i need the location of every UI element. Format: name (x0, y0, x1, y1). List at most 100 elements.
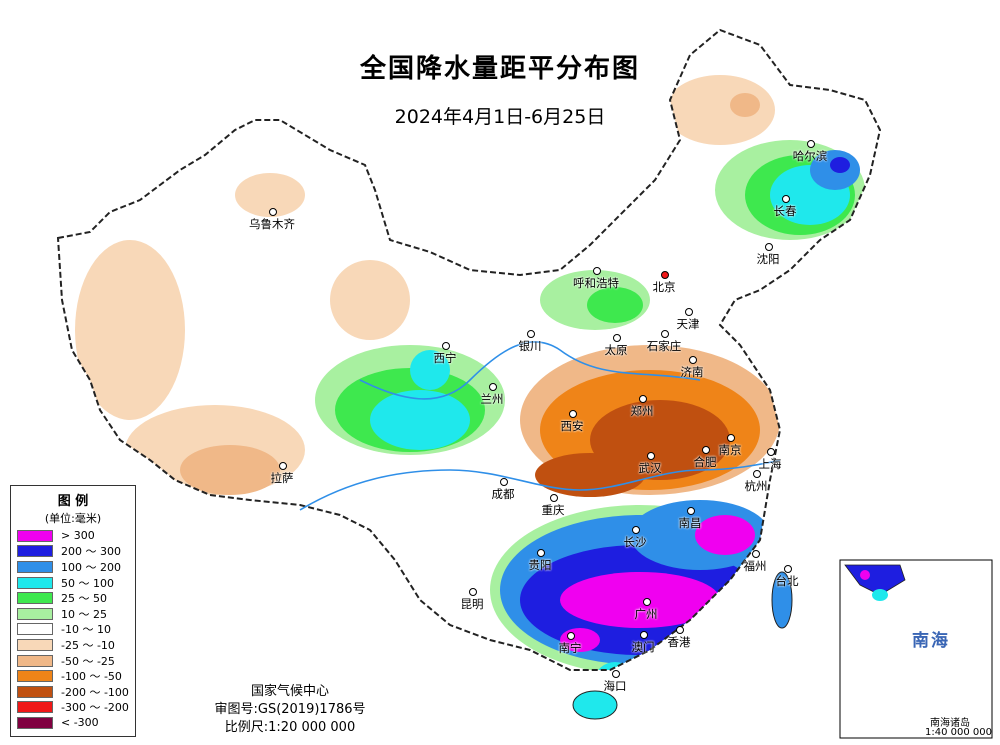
city-label: 银川 (518, 339, 542, 353)
city-marker-icon (752, 550, 760, 558)
national-border (56, 28, 882, 671)
legend-item: -100 ～ -50 (11, 668, 135, 684)
yellow-river (359, 341, 701, 400)
legend-item: 200 ～ 300 (11, 544, 135, 560)
legend-swatch (17, 654, 53, 667)
city-label: 西安 (560, 419, 584, 433)
map-title: 全国降水量距平分布图 (359, 54, 640, 84)
city-marker-icon (807, 140, 815, 148)
city-marker-icon (661, 330, 669, 338)
city-marker-icon (537, 549, 545, 557)
city-label: 合肥 (693, 455, 717, 469)
city-label: 南宁 (558, 641, 582, 655)
city-label: 长春 (773, 204, 797, 218)
city-label: 重庆 (541, 503, 565, 517)
city-marker-icon (727, 434, 735, 442)
city-marker-icon (593, 267, 601, 275)
city-label: 香港 (667, 635, 691, 649)
city-label: 贵阳 (528, 558, 552, 572)
legend-swatch (17, 623, 53, 636)
city-label: 石家庄 (646, 339, 682, 353)
inset-islands (844, 564, 906, 601)
city-marker-icon (661, 271, 669, 279)
legend-label: -100 ～ -50 (61, 670, 122, 684)
city-marker-icon (489, 383, 497, 391)
legend-item: > 300 (11, 528, 135, 544)
city-label: 长沙 (623, 535, 647, 549)
city-marker-icon (676, 626, 684, 634)
city-marker-icon (613, 334, 621, 342)
city-marker-icon (632, 526, 640, 534)
city-label: 海口 (603, 679, 627, 693)
legend-swatch (17, 529, 53, 542)
agency-credit: 国家气候中心 (250, 684, 329, 699)
inset-scale: 1:40 000 000 (925, 727, 992, 738)
city-label: 上海 (758, 457, 782, 471)
taiwan-island (771, 571, 793, 629)
city-label: 郑州 (630, 404, 654, 418)
city-marker-icon (279, 462, 287, 470)
city-marker-icon (702, 446, 710, 454)
legend-label: 25 ～ 50 (61, 592, 107, 606)
city-label: 广州 (634, 607, 658, 621)
legend-label: 50 ～ 100 (61, 576, 114, 590)
city-marker-icon (442, 342, 450, 350)
city-marker-icon (550, 494, 558, 502)
city-marker-icon (643, 598, 651, 606)
legend-swatch (17, 670, 53, 683)
legend-label: -200 ～ -100 (61, 685, 129, 699)
city-label: 南昌 (678, 516, 702, 530)
city-label: 西宁 (433, 351, 457, 365)
city-label: 兰州 (480, 392, 504, 406)
legend-label: < -300 (61, 716, 99, 730)
legend-title: 图 例 (57, 494, 89, 509)
city-label: 台北 (775, 574, 799, 588)
map-approval-number: 审图号:GS(2019)1786号 (214, 702, 366, 717)
city-label: 乌鲁木齐 (249, 217, 295, 231)
legend-label: -50 ～ -25 (61, 654, 115, 668)
city-marker-icon (765, 243, 773, 251)
city-marker-icon (567, 632, 575, 640)
legend-swatch (17, 545, 53, 558)
legend-label: -25 ～ -10 (61, 638, 115, 652)
legend-swatch (17, 560, 53, 573)
city-marker-icon (500, 478, 508, 486)
city-marker-icon (753, 470, 761, 478)
legend-item: 25 ～ 50 (11, 590, 135, 606)
legend-item: < -300 (11, 715, 135, 731)
legend-label: 100 ～ 200 (61, 560, 121, 574)
inset-sea-label: 南海 (912, 631, 950, 651)
legend-item: 50 ～ 100 (11, 575, 135, 591)
legend-swatch (17, 592, 53, 605)
city-label: 成都 (491, 487, 515, 501)
city-marker-icon (687, 507, 695, 515)
legend-swatch (17, 701, 53, 714)
city-label: 北京 (652, 280, 676, 294)
city-label: 沈阳 (756, 252, 780, 266)
city-label: 福州 (743, 559, 767, 573)
city-label: 拉萨 (270, 471, 294, 485)
legend-item: 10 ～ 25 (11, 606, 135, 622)
city-label: 呼和浩特 (573, 276, 619, 290)
city-marker-icon (569, 410, 577, 418)
city-label: 济南 (680, 365, 704, 379)
south-china-sea-inset (839, 559, 993, 739)
city-marker-icon (612, 670, 620, 678)
legend-unit: (单位:毫米) (44, 512, 102, 525)
city-label: 武汉 (638, 461, 662, 475)
legend-item: -200 ～ -100 (11, 684, 135, 700)
legend-item: -50 ～ -25 (11, 653, 135, 669)
city-marker-icon (469, 588, 477, 596)
legend-item: -25 ～ -10 (11, 637, 135, 653)
legend: 图 例 (单位:毫米) > 300 200 ～ 300 100 ～ 200 50 ～ … (10, 485, 136, 737)
city-label: 南京 (718, 443, 742, 457)
city-marker-icon (269, 208, 277, 216)
legend-label: 200 ～ 300 (61, 545, 121, 559)
yangtze-river (299, 459, 781, 511)
city-marker-icon (685, 308, 693, 316)
legend-label: 10 ～ 25 (61, 607, 107, 621)
city-label: 澳门 (631, 640, 655, 654)
city-marker-icon (782, 195, 790, 203)
city-label: 太原 (604, 343, 628, 357)
legend-swatch (17, 638, 53, 651)
